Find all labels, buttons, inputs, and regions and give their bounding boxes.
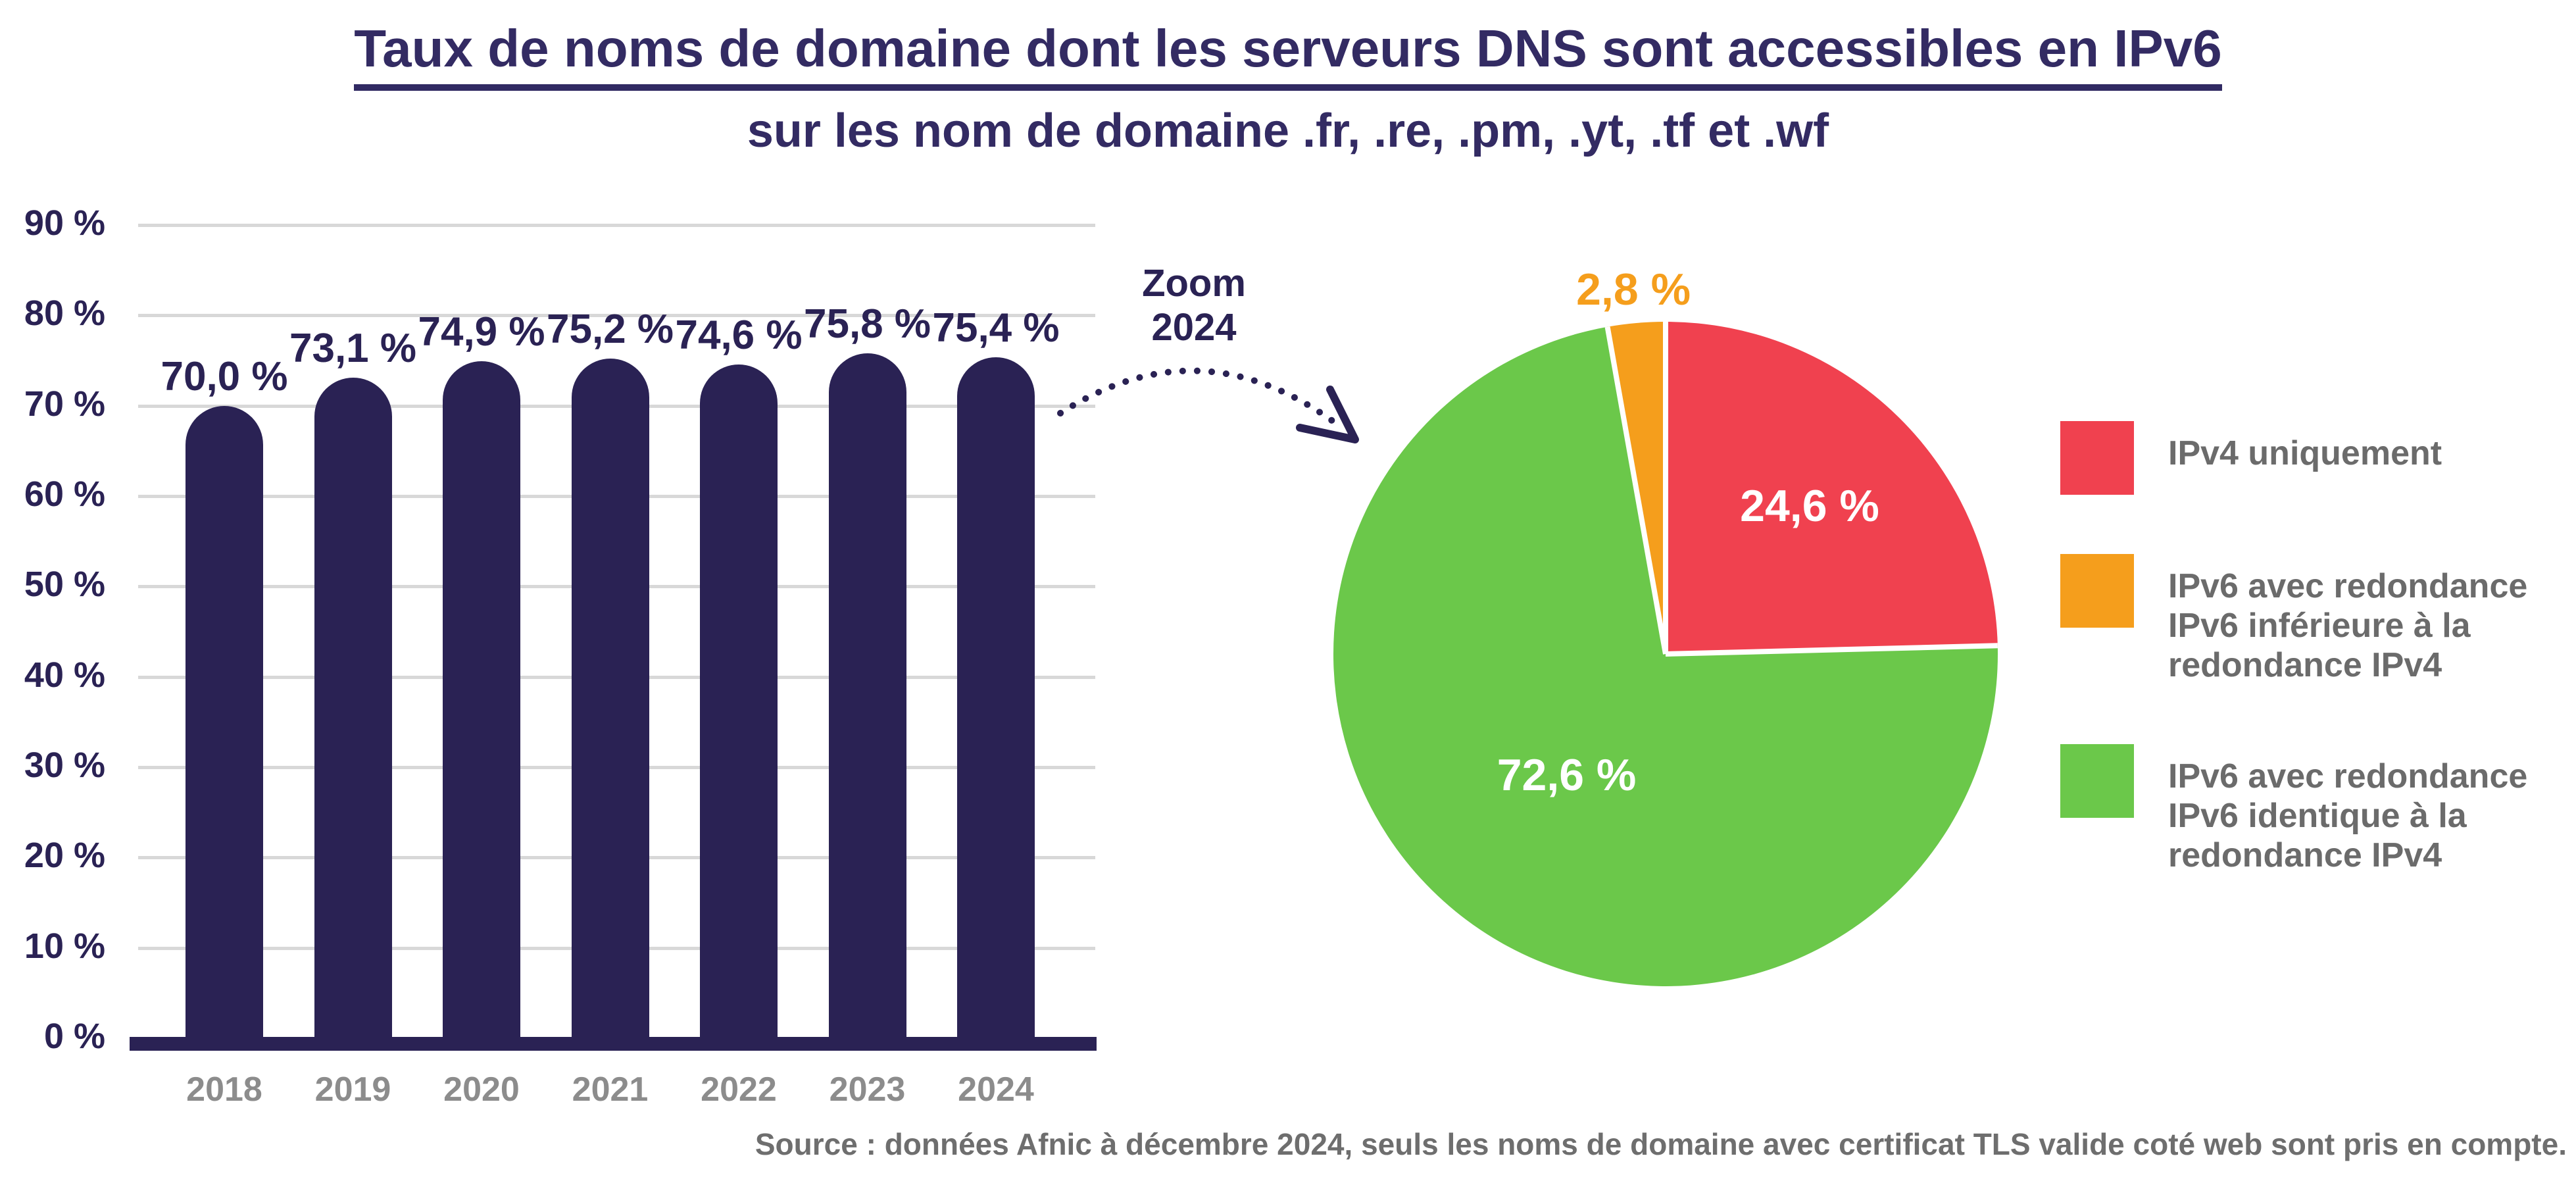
pie-slice-label: 24,6 % [1740, 481, 1879, 532]
chart-header: Taux de noms de domaine dont les serveur… [0, 20, 2576, 157]
bar-value-label: 75,8 % [803, 301, 931, 347]
bar-value-label: 75,2 % [546, 307, 674, 353]
y-tick-label: 40 % [24, 655, 105, 695]
y-tick-label: 10 % [24, 926, 105, 966]
bar [314, 378, 392, 1046]
legend-swatch [2060, 554, 2134, 628]
page-title: Taux de noms de domaine dont les serveur… [354, 20, 2222, 91]
bar-year-label: 2021 [572, 1070, 649, 1109]
legend-item: IPv6 avec redondance IPv6 inférieure à l… [2060, 554, 2560, 685]
bar [571, 359, 649, 1046]
y-tick-label: 90 % [24, 203, 105, 243]
bar-year-label: 2022 [701, 1070, 777, 1109]
bar [957, 357, 1035, 1046]
y-tick-label: 60 % [24, 474, 105, 515]
source-note: Source : données Afnic à décembre 2024, … [755, 1127, 2567, 1161]
bar-year-label: 2018 [186, 1070, 262, 1109]
bar-year-label: 2023 [829, 1070, 906, 1109]
zoom-annotation-line2: 2024 [1151, 305, 1237, 349]
legend-label: IPv4 uniquement [2168, 434, 2442, 472]
bar [443, 361, 520, 1046]
bar-chart-baseline [130, 1037, 1097, 1051]
pie-slice [1333, 326, 1998, 986]
legend: IPv4 uniquement IPv6 avec redondance IPv6… [2060, 421, 2560, 876]
bar-year-label: 2020 [443, 1070, 520, 1109]
page-subtitle: sur les nom de domaine .fr, .re, .pm, .y… [747, 105, 1829, 157]
pie-slice-label: 2,8 % [1576, 264, 1691, 314]
bar [186, 405, 263, 1046]
legend-label: IPv6 avec redondance IPv6 identique à la… [2168, 757, 2528, 874]
bar-year-label: 2019 [314, 1070, 391, 1109]
bar-value-label: 74,6 % [675, 312, 803, 358]
bar-value-label: 70,0 % [161, 353, 288, 399]
pie-slice [1666, 322, 1998, 654]
y-tick-label: 70 % [24, 384, 105, 424]
y-tick-label: 50 % [24, 565, 105, 605]
pie-slice-label: 72,6 % [1497, 750, 1637, 801]
bar-value-label: 73,1 % [289, 326, 417, 372]
pie-slice-divider [1604, 326, 1668, 655]
pie-chart [1333, 322, 1998, 986]
legend-item: IPv6 avec redondance IPv6 identique à la… [2060, 744, 2560, 875]
y-tick-label: 20 % [24, 836, 105, 876]
y-tick-label: 80 % [24, 293, 105, 334]
bar-value-label: 75,4 % [932, 305, 1060, 351]
zoom-2024-annotation: Zoom 2024 [1125, 262, 1263, 349]
legend-swatch [2060, 421, 2134, 495]
zoom-annotation-line1: Zoom [1142, 262, 1246, 305]
gridline [138, 314, 1095, 318]
pie-slice-divider [1665, 643, 1998, 657]
legend-swatch [2060, 744, 2134, 818]
bar-year-label: 2024 [958, 1070, 1034, 1109]
bar [700, 364, 778, 1046]
legend-item: IPv4 uniquement [2060, 421, 2560, 495]
y-tick-label: 30 % [24, 745, 105, 785]
bar [828, 353, 906, 1046]
gridline [138, 224, 1095, 228]
bar-value-label: 74,9 % [418, 309, 545, 355]
y-tick-label: 0 % [43, 1017, 105, 1056]
legend-label: IPv6 avec redondance IPv6 inférieure à l… [2168, 567, 2528, 684]
